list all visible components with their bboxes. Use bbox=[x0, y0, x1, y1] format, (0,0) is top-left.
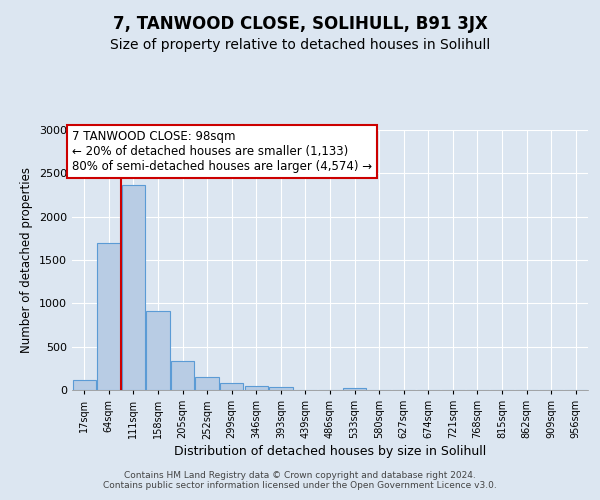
X-axis label: Distribution of detached houses by size in Solihull: Distribution of detached houses by size … bbox=[174, 446, 486, 458]
Text: Contains HM Land Registry data © Crown copyright and database right 2024.
Contai: Contains HM Land Registry data © Crown c… bbox=[103, 470, 497, 490]
Bar bbox=[269, 388, 293, 390]
Bar bbox=[220, 383, 244, 390]
Bar bbox=[171, 360, 194, 390]
Bar bbox=[122, 184, 145, 390]
Bar bbox=[343, 388, 366, 390]
Text: Size of property relative to detached houses in Solihull: Size of property relative to detached ho… bbox=[110, 38, 490, 52]
Bar bbox=[245, 386, 268, 390]
Bar bbox=[196, 377, 219, 390]
Y-axis label: Number of detached properties: Number of detached properties bbox=[20, 167, 34, 353]
Text: 7 TANWOOD CLOSE: 98sqm
← 20% of detached houses are smaller (1,133)
80% of semi-: 7 TANWOOD CLOSE: 98sqm ← 20% of detached… bbox=[72, 130, 372, 173]
Bar bbox=[146, 311, 170, 390]
Text: 7, TANWOOD CLOSE, SOLIHULL, B91 3JX: 7, TANWOOD CLOSE, SOLIHULL, B91 3JX bbox=[113, 15, 487, 33]
Bar bbox=[97, 242, 121, 390]
Bar bbox=[73, 380, 96, 390]
